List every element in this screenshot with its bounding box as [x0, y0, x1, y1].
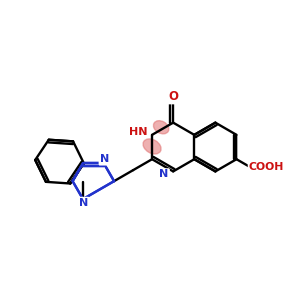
Text: N: N	[79, 198, 88, 208]
Text: N: N	[160, 169, 169, 179]
Ellipse shape	[154, 121, 169, 134]
Text: COOH: COOH	[249, 162, 283, 172]
Text: O: O	[168, 90, 178, 103]
Text: N: N	[160, 169, 169, 179]
Text: COOH: COOH	[249, 162, 284, 172]
Text: N: N	[100, 154, 109, 164]
Text: N: N	[79, 198, 88, 208]
Text: HN: HN	[129, 127, 148, 137]
Text: HN: HN	[128, 126, 147, 136]
Text: N: N	[100, 154, 109, 165]
Text: O: O	[168, 90, 178, 103]
Ellipse shape	[143, 139, 161, 154]
